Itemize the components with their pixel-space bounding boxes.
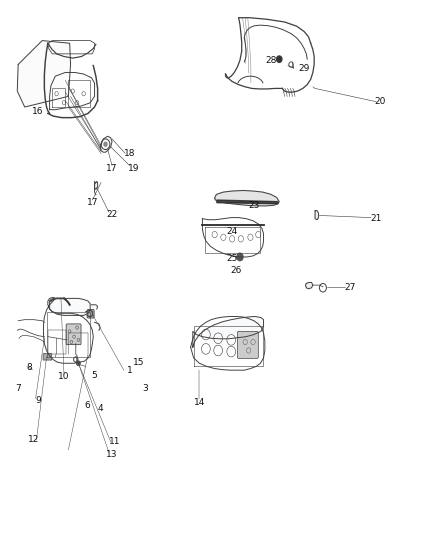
Text: 18: 18 <box>124 149 135 158</box>
Text: 4: 4 <box>97 405 103 414</box>
Circle shape <box>237 253 243 261</box>
Polygon shape <box>95 181 98 189</box>
Text: 15: 15 <box>132 358 144 367</box>
Text: 10: 10 <box>58 372 70 381</box>
Text: 9: 9 <box>35 396 41 405</box>
Text: 16: 16 <box>32 107 43 116</box>
Text: 1: 1 <box>127 366 132 375</box>
Text: 6: 6 <box>84 401 90 410</box>
Text: 21: 21 <box>371 214 382 223</box>
Text: 17: 17 <box>106 164 118 173</box>
Circle shape <box>103 142 108 147</box>
Text: 3: 3 <box>142 384 148 393</box>
Text: 20: 20 <box>375 97 386 106</box>
Text: 13: 13 <box>106 450 118 459</box>
Text: 24: 24 <box>226 228 238 237</box>
Polygon shape <box>315 211 318 220</box>
FancyBboxPatch shape <box>87 310 94 318</box>
Text: 14: 14 <box>194 398 205 407</box>
Text: 27: 27 <box>344 283 356 292</box>
Text: 23: 23 <box>248 201 260 210</box>
Polygon shape <box>305 282 313 289</box>
Text: 12: 12 <box>28 435 39 445</box>
Text: 28: 28 <box>266 56 277 64</box>
Text: 26: 26 <box>231 266 242 275</box>
Text: 29: 29 <box>298 64 310 72</box>
Text: 17: 17 <box>87 198 98 207</box>
Polygon shape <box>193 317 264 348</box>
Text: 8: 8 <box>26 363 32 372</box>
FancyBboxPatch shape <box>237 332 258 359</box>
Text: 22: 22 <box>106 210 118 219</box>
Text: 5: 5 <box>92 371 97 380</box>
Text: 7: 7 <box>15 384 21 393</box>
FancyBboxPatch shape <box>43 354 52 360</box>
Text: 19: 19 <box>128 164 140 173</box>
Polygon shape <box>217 200 278 204</box>
Polygon shape <box>17 41 71 107</box>
Polygon shape <box>100 136 112 152</box>
Text: 11: 11 <box>110 438 121 447</box>
Text: 25: 25 <box>226 254 238 263</box>
Circle shape <box>277 56 282 62</box>
Polygon shape <box>215 190 279 206</box>
Circle shape <box>77 361 80 366</box>
FancyBboxPatch shape <box>66 324 81 345</box>
Polygon shape <box>49 298 90 316</box>
